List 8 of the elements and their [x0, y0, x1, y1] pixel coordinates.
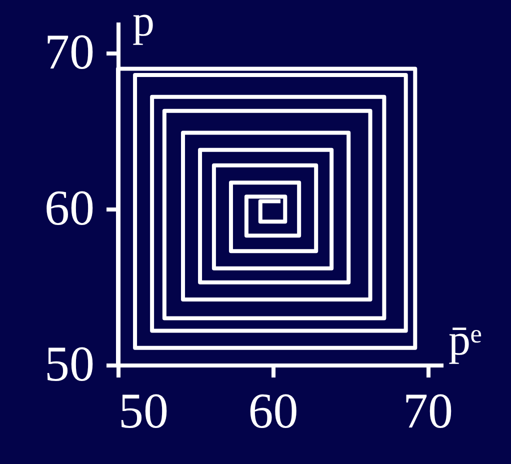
x-tick-label: 60	[248, 382, 298, 438]
y-axis-title: p	[132, 0, 154, 46]
x-tick-label: 50	[118, 382, 168, 438]
x-tick-label: 70	[403, 382, 454, 438]
x-axis-title: p̄ᵉ	[448, 316, 482, 364]
y-tick-label: 70	[44, 24, 94, 80]
y-tick-label: 60	[44, 180, 94, 236]
y-tick-label: 50	[44, 336, 94, 392]
